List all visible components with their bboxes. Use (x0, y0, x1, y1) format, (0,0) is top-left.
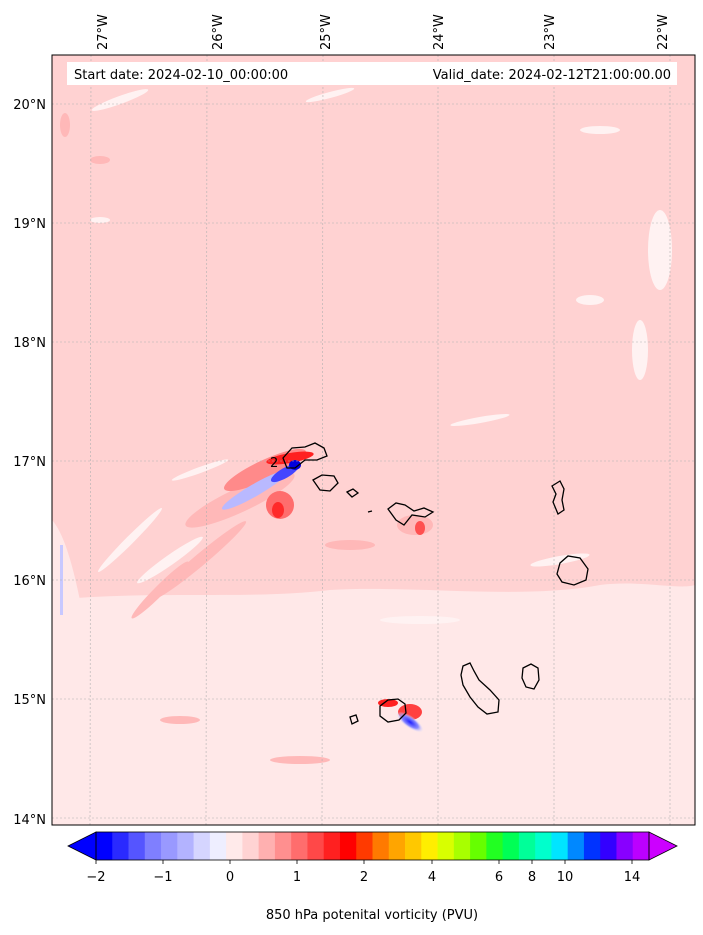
lat-label: 16°N (13, 574, 46, 589)
map-panel: 2 Start date: 2024-02-10_00:00:00 Valid_… (52, 55, 695, 825)
lat-label: 17°N (13, 455, 46, 470)
colorbar-cell (161, 832, 178, 860)
colorbar-tick-label: 1 (293, 870, 301, 885)
colorbar-cell (470, 832, 487, 860)
colorbar-cell (339, 832, 357, 860)
pv-field-southern-band (52, 583, 695, 825)
lon-label: 22°W (656, 14, 671, 50)
colorbar-cell (112, 832, 129, 860)
colorbar-cell (291, 832, 308, 860)
island-sao-vicente (312, 474, 339, 492)
pv-strong-positive (223, 448, 425, 720)
colorbar-cell (405, 832, 422, 860)
colorbar: −2 −1 0 1 2 4 6 8 10 14 850 hPa potenita… (67, 831, 678, 923)
colorbar-cell (372, 832, 390, 860)
colorbar-cell (600, 832, 617, 860)
colorbar-cell (535, 832, 552, 860)
colorbar-cell (356, 832, 373, 860)
valid-date-text: Valid_date: 2024-02-12T21:00:00.00 (433, 68, 671, 83)
colorbar-cell (96, 832, 113, 860)
lat-label: 18°N (13, 336, 46, 351)
island-sal (551, 480, 565, 515)
start-date-text: Start date: 2024-02-10_00:00:00 (74, 68, 288, 83)
colorbar-cell (567, 832, 585, 860)
colorbar-cell (226, 832, 243, 860)
colorbar-tick-label: 0 (226, 870, 234, 885)
colorbar-frame (95, 831, 650, 861)
lat-label: 15°N (13, 693, 46, 708)
colorbar-cell (437, 832, 455, 860)
island-santiago (460, 662, 500, 715)
colorbar-cell (388, 832, 406, 860)
colorbar-extend-high (648, 831, 678, 861)
coastlines (282, 442, 589, 725)
colorbar-tick-label: 4 (428, 870, 436, 885)
longitude-labels: 27°W 26°W 25°W 24°W 23°W 22°W (96, 14, 671, 50)
colorbar-cell (209, 832, 227, 860)
island-sao-nicolau (367, 502, 435, 526)
colorbar-cell (193, 832, 211, 860)
colorbar-tick-label: −2 (86, 870, 105, 885)
date-info-box (67, 62, 677, 85)
lon-label: 23°W (543, 14, 558, 50)
colorbar-cell (128, 832, 146, 860)
island-maio (521, 663, 540, 690)
lon-label: 26°W (211, 14, 226, 50)
colorbar-ticks (95, 860, 633, 864)
latitude-labels: 20°N 19°N 18°N 17°N 16°N 15°N 14°N (13, 98, 46, 828)
contour-label: 2 (270, 456, 278, 471)
colorbar-tick-label: 6 (495, 870, 503, 885)
pv-light-streaks (90, 87, 672, 624)
map-frame (51, 54, 696, 826)
island-fogo (379, 698, 407, 723)
colorbar-tick-label: 14 (624, 870, 641, 885)
colorbar-cell (486, 832, 504, 860)
island-brava (349, 714, 359, 725)
colorbar-cell (453, 832, 471, 860)
colorbar-cells (96, 832, 650, 860)
colorbar-label: 850 hPa potenital vorticity (PVU) (266, 908, 478, 923)
colorbar-cell (551, 832, 569, 860)
lat-label: 20°N (13, 98, 46, 113)
colorbar-cell (177, 832, 194, 860)
colorbar-cell (274, 832, 292, 860)
colorbar-cell (307, 832, 325, 860)
colorbar-cell (616, 832, 634, 860)
colorbar-cell (421, 832, 438, 860)
colorbar-cell (502, 832, 520, 860)
colorbar-cell (583, 832, 601, 860)
colorbar-tick-labels: −2 −1 0 1 2 4 6 8 10 14 (86, 870, 640, 885)
lon-label: 24°W (432, 14, 447, 50)
colorbar-tick-label: 8 (528, 870, 536, 885)
colorbar-cell (632, 832, 650, 860)
lat-label: 14°N (13, 813, 46, 828)
colorbar-cell (518, 832, 536, 860)
colorbar-cell (144, 832, 162, 860)
colorbar-cell (323, 832, 341, 860)
lat-label: 19°N (13, 217, 46, 232)
island-boa-vista (556, 555, 589, 586)
island-santa-luzia (345, 488, 360, 498)
lon-label: 25°W (319, 14, 334, 50)
colorbar-tick-label: 10 (557, 870, 574, 885)
colorbar-cell (242, 832, 260, 860)
graticule (52, 55, 695, 825)
island-santo-antao (282, 442, 328, 469)
colorbar-tick-label: −1 (153, 870, 172, 885)
lon-label: 27°W (96, 14, 111, 50)
colorbar-tick-label: 2 (360, 870, 368, 885)
colorbar-cell (258, 832, 276, 860)
colorbar-extend-low (67, 831, 97, 861)
